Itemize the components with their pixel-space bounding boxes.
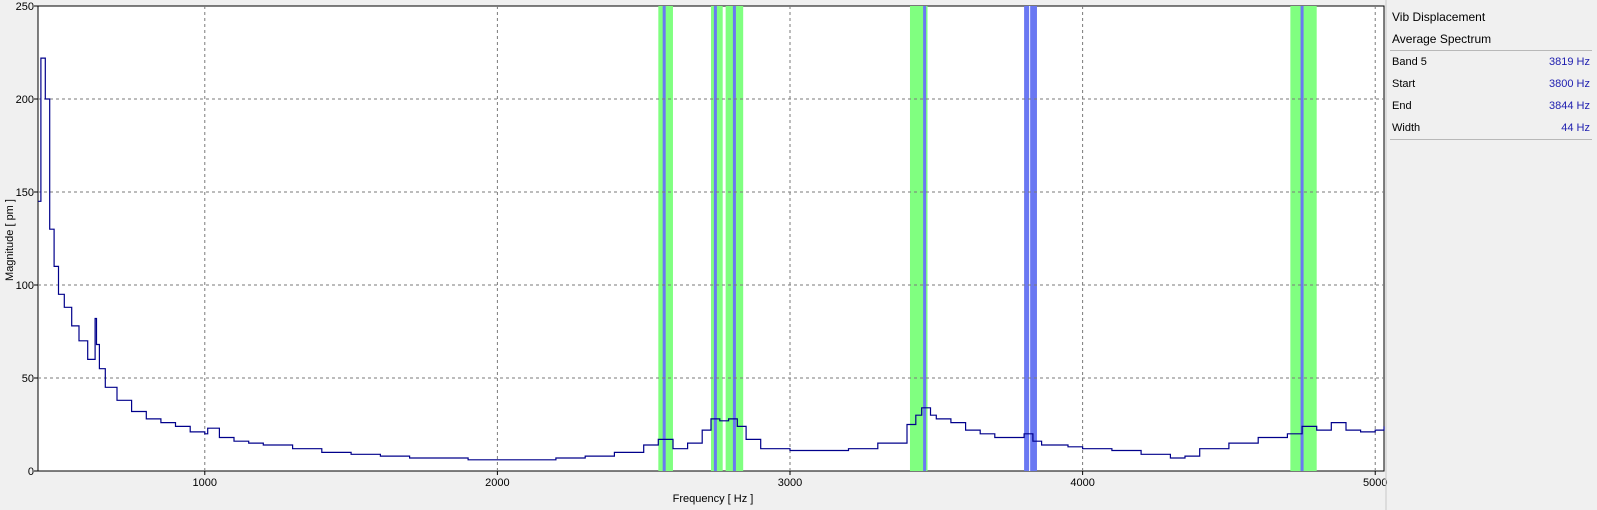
axis-ticks: 1000 2000 3000 4000 5000 0 50 100 150 200 250 <box>16 1 1388 489</box>
start-label: Start <box>1392 78 1416 90</box>
width-value: 44 Hz <box>1561 122 1590 134</box>
band-row: Band 5 3819 Hz <box>1390 51 1592 73</box>
signal-name: Vib Displacement <box>1392 10 1486 24</box>
y-tick-label-100: 100 <box>16 280 34 292</box>
spectrum-trace-group <box>38 57 1385 461</box>
x-axis-label: Frequency [ Hz ] <box>673 493 754 505</box>
band-info-panel: Vib Displacement Average Spectrum Band 5… <box>1390 6 1592 140</box>
view-name: Average Spectrum <box>1390 28 1592 51</box>
end-label: End <box>1392 100 1412 112</box>
x-tick-label-1000: 1000 <box>193 477 217 489</box>
y-tick-label-50: 50 <box>22 373 34 385</box>
y-tick-label-250: 250 <box>16 1 34 13</box>
y-tick-label-200: 200 <box>16 94 34 106</box>
start-value: 3800 Hz <box>1549 78 1590 90</box>
width-row: Width 44 Hz <box>1390 117 1592 140</box>
x-tick-label-4000: 4000 <box>1070 477 1094 489</box>
width-label: Width <box>1392 122 1421 134</box>
spectrum-trace-1 <box>38 57 1385 461</box>
grid-lines <box>38 6 1384 471</box>
band-label: Band 5 <box>1392 56 1427 68</box>
x-tick-label-2000: 2000 <box>485 477 509 489</box>
x-tick-label-5000: 5000 <box>1363 477 1387 489</box>
band-value: 3819 Hz <box>1549 56 1590 68</box>
frequency-bands[interactable] <box>658 6 1317 471</box>
band-5-selected[interactable] <box>1024 6 1037 471</box>
x-tick-label-3000: 3000 <box>778 477 802 489</box>
end-value: 3844 Hz <box>1549 100 1590 112</box>
y-axis-label: Magnitude [ pm ] <box>4 199 16 281</box>
y-tick-label-0: 0 <box>28 466 34 478</box>
end-row: End 3844 Hz <box>1390 95 1592 117</box>
y-tick-label-150: 150 <box>16 187 34 199</box>
start-row: Start 3800 Hz <box>1390 73 1592 95</box>
